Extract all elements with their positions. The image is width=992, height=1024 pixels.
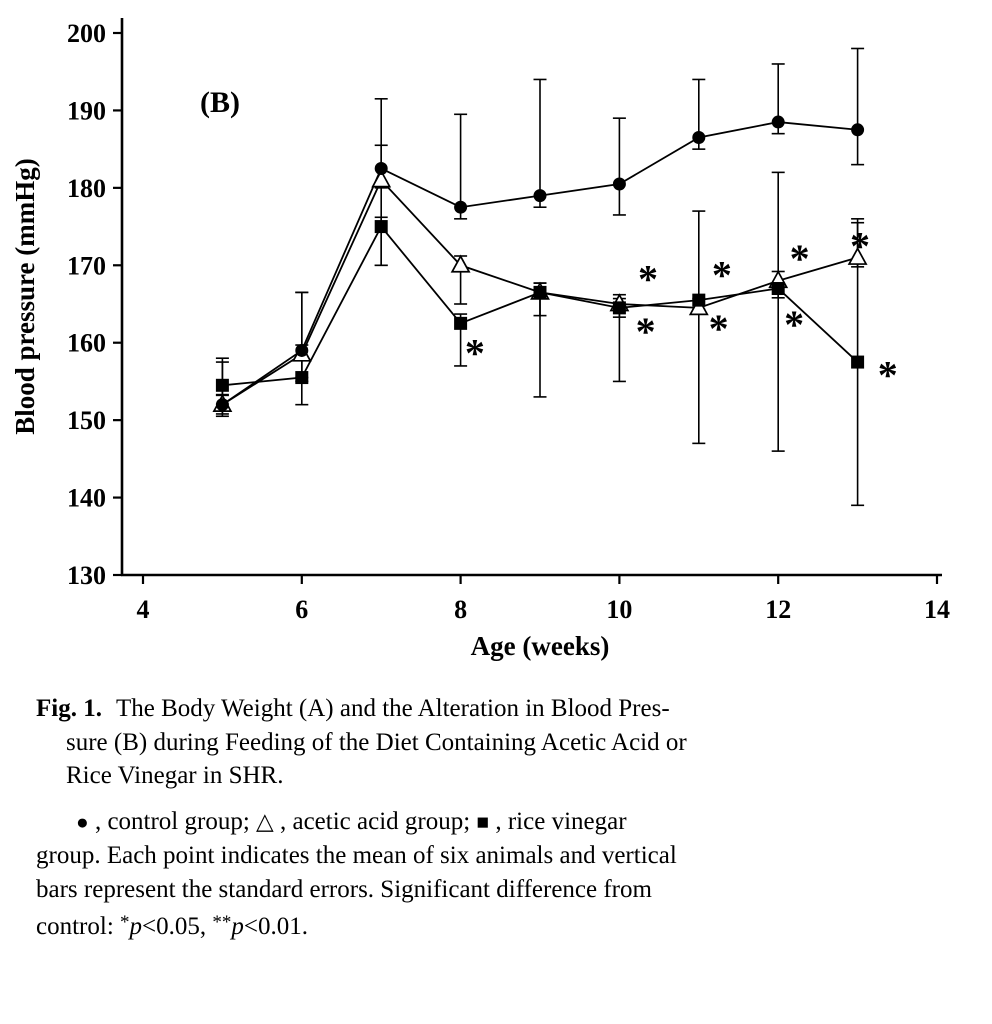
rice-vinegar-group-marker (692, 293, 706, 307)
significance-asterisk: * (465, 331, 485, 376)
significance-asterisk: * (709, 306, 729, 351)
significance-star: * (120, 912, 130, 933)
significance-asterisk: * (638, 256, 658, 301)
rice-vinegar-group-marker (533, 285, 547, 299)
rice-vinegar-group-marker (851, 355, 865, 369)
panel-label: (B) (200, 86, 240, 119)
rice-vinegar-symbol-icon: ■ (476, 809, 490, 834)
control-group-marker (215, 398, 229, 412)
y-axis-label: Blood pressure (mmHg) (10, 158, 40, 435)
rice-vinegar-group-marker (771, 282, 785, 296)
figure-number: Fig. 1. (36, 695, 102, 722)
rice-vinegar-group-marker (295, 371, 309, 385)
p-value-symbol: p (231, 913, 244, 940)
legend-line: group. Each point indicates the mean of … (36, 842, 677, 869)
legend-text: , rice vinegar (489, 807, 627, 835)
significance-asterisk: * (712, 252, 732, 297)
significance-star: ** (212, 912, 232, 933)
y-tick-label: 190 (67, 96, 106, 125)
legend-text: <0.01. (243, 913, 308, 940)
y-tick-label: 170 (67, 251, 106, 280)
y-tick-label: 140 (67, 484, 106, 513)
caption-title-line: sure (B) during Feeding of the Diet Cont… (66, 728, 687, 756)
acetic-acid-group-marker (371, 169, 392, 188)
acetic-acid-symbol-icon: △ (256, 808, 274, 834)
control-group-marker (454, 200, 468, 214)
significance-asterisk: * (790, 236, 810, 281)
caption-title-line: Fig. 1. The Body Weight (A) and the Alter… (36, 692, 962, 726)
significance-asterisk: * (784, 302, 804, 347)
control-group-marker (374, 162, 388, 175)
x-tick-label: 12 (765, 595, 791, 624)
caption-title-line: Rice Vinegar in SHR. (66, 762, 284, 789)
y-tick-label: 160 (67, 329, 106, 358)
x-tick-label: 6 (295, 595, 308, 624)
y-tick-label: 180 (67, 174, 106, 203)
rice-vinegar-group-marker (374, 220, 388, 234)
x-tick-label: 10 (606, 595, 632, 624)
figure-caption: Fig. 1. The Body Weight (A) and the Alter… (36, 692, 962, 944)
y-tick-label: 150 (67, 406, 106, 435)
x-axis-label: Age (weeks) (471, 631, 610, 661)
control-group-symbol-icon: ● (76, 809, 89, 834)
legend-line: control: *p<0.05, **p<0.01. (36, 906, 962, 944)
legend-text: <0.05, (142, 913, 213, 940)
significance-asterisk: * (878, 352, 898, 397)
acetic-acid-group-marker (847, 246, 868, 265)
x-tick-label: 14 (924, 595, 950, 624)
p-value-symbol: p (129, 913, 143, 940)
control-group-marker (692, 131, 706, 145)
x-tick-label: 8 (454, 595, 467, 624)
control-group-marker (612, 177, 626, 191)
acetic-acid-group-marker (450, 254, 471, 273)
caption-title-text: The Body Weight (A) and the Alteration i… (115, 695, 670, 722)
x-tick-label: 4 (137, 595, 150, 624)
significance-asterisk: * (636, 309, 656, 354)
legend-text: , control group; (88, 807, 257, 835)
control-group-marker (771, 115, 785, 129)
legend-line: ● , control group; △ , acetic acid group… (36, 805, 962, 840)
rice-vinegar-group-marker (454, 316, 468, 330)
legend-line: bars represent the standard errors. Sign… (36, 875, 652, 903)
legend-text: control: (36, 913, 121, 940)
figure-page: 130 140 150 160 170 180 190 200 4 6 8 10 12 14 Blood p… (10, 18, 962, 944)
significance-asterisk: * (850, 224, 870, 269)
y-tick-label: 130 (67, 561, 106, 590)
control-group-marker (533, 189, 547, 203)
legend-text: , acetic acid group; (273, 807, 477, 835)
control-group-marker (851, 123, 865, 137)
blood-pressure-chart: 130 140 150 160 170 180 190 200 4 6 8 10 12 14 Blood p… (10, 18, 950, 661)
rice-vinegar-group-marker (215, 378, 229, 392)
control-group-marker (295, 343, 309, 357)
rice-vinegar-group-marker (612, 301, 626, 315)
y-tick-label: 200 (67, 19, 106, 48)
